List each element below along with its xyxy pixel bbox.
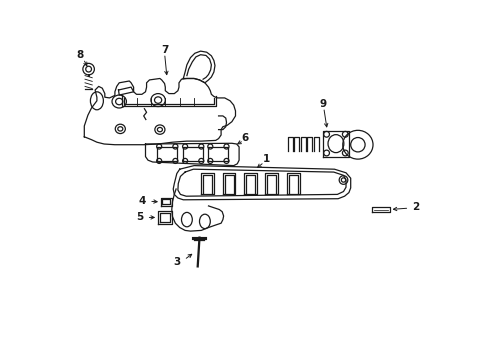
Text: 9: 9 xyxy=(319,99,326,109)
Text: 3: 3 xyxy=(173,257,180,267)
Text: 6: 6 xyxy=(241,132,248,143)
Text: 8: 8 xyxy=(76,50,83,60)
Text: 5: 5 xyxy=(136,212,142,222)
Text: 2: 2 xyxy=(411,202,419,212)
Text: 4: 4 xyxy=(138,195,145,206)
Text: 7: 7 xyxy=(161,45,168,55)
Text: 1: 1 xyxy=(262,154,269,164)
